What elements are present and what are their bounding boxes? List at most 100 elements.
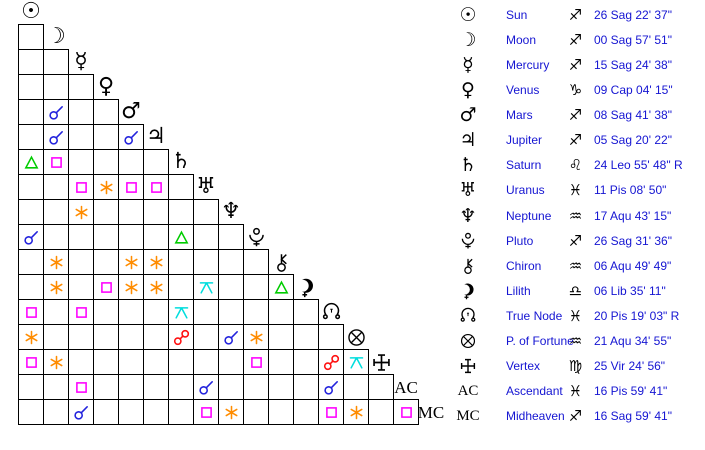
planet-row-venus: ♀ Venus ♑ 09 Cap 04' 15" — [448, 78, 705, 103]
aspect-cell — [168, 274, 194, 300]
aspect-cell — [118, 174, 144, 200]
aspect-cell — [93, 399, 119, 425]
planet-position: 15 Sag 24' 38" — [594, 58, 672, 73]
square-icon — [118, 174, 144, 200]
planet-name: Venus — [506, 83, 540, 98]
conjunction-icon — [318, 374, 344, 400]
aspect-cell — [68, 249, 94, 275]
pluto-icon — [243, 224, 269, 250]
sextile-icon — [118, 274, 144, 300]
venus-icon: ♀ — [97, 74, 115, 99]
planet-name: Uranus — [506, 183, 545, 198]
aspect-cell — [68, 149, 94, 175]
aspect-cell — [43, 174, 69, 200]
sextile-icon — [143, 274, 169, 300]
aspect-cell — [93, 249, 119, 275]
planet-position: 00 Sag 57' 51" — [594, 33, 672, 48]
aspect-cell — [18, 274, 44, 300]
aspect-cell — [43, 324, 69, 350]
saturn-icon: ♄ — [459, 154, 477, 177]
aspect-cell — [43, 299, 69, 325]
aspect-cell — [343, 399, 369, 425]
aspect-cell — [68, 224, 94, 250]
aspect-cell — [68, 74, 94, 100]
planet-position: 09 Cap 04' 15" — [594, 83, 673, 98]
aspect-cell — [43, 74, 69, 100]
jupiter-icon: ♃ — [459, 129, 477, 152]
square-icon — [393, 399, 419, 425]
planet-position: 05 Sag 20' 22" — [594, 133, 672, 148]
square-icon — [68, 174, 94, 200]
conjunction-icon — [118, 124, 144, 150]
aspect-cell — [343, 374, 369, 400]
aspect-cell — [218, 274, 244, 300]
aspect-cell — [18, 24, 44, 50]
aspect-cell — [243, 249, 269, 275]
planet-name: P. of Fortune — [506, 333, 574, 348]
aspect-cell — [318, 399, 344, 425]
aspect-cell — [268, 349, 294, 375]
aspect-cell — [68, 124, 94, 150]
aspect-cell — [18, 374, 44, 400]
aspect-cell — [318, 324, 344, 350]
sextile-icon — [243, 324, 269, 350]
sextile-icon — [68, 199, 94, 225]
planet-name: Mars — [506, 108, 533, 123]
aquarius-icon: ♒ — [568, 331, 583, 350]
planet-position: 16 Sag 59' 41" — [594, 409, 672, 424]
uranus-icon: ♅ — [459, 179, 477, 202]
planet-row-sun: ☉ Sun ♐ 26 Sag 22' 37" — [448, 3, 705, 28]
aspect-cell — [43, 224, 69, 250]
square-icon — [68, 299, 94, 325]
sagittarius-icon: ♐ — [568, 231, 583, 250]
aspect-cell — [118, 199, 144, 225]
aspect-cell — [143, 324, 169, 350]
sagittarius-icon: ♐ — [568, 6, 583, 24]
aspect-cell — [118, 224, 144, 250]
planet-name: Moon — [506, 33, 537, 48]
planet-name: Vertex — [506, 358, 541, 373]
aspect-cell — [93, 149, 119, 175]
uranus-icon: ♅ — [196, 174, 216, 199]
capricorn-icon: ♑ — [568, 81, 583, 100]
opposition-icon — [318, 349, 344, 375]
planet-name: Chiron — [506, 258, 542, 273]
planet-name: Lilith — [506, 283, 531, 298]
planet-name: True Node — [506, 308, 563, 323]
planet-name: Ascendant — [506, 384, 563, 399]
planet-name: Midheaven — [506, 409, 565, 424]
aspect-cell — [143, 399, 169, 425]
square-icon — [18, 349, 44, 375]
pisces-icon: ♓ — [568, 181, 583, 200]
planet-name: Saturn — [506, 158, 542, 173]
mars-icon: ♂ — [121, 99, 141, 124]
planet-row-neptune: ♆ Neptune ♒ 17 Aqu 43' 15" — [448, 204, 705, 229]
aspect-cell — [218, 249, 244, 275]
aspect-cell — [43, 99, 69, 125]
aspect-cell — [93, 349, 119, 375]
aspect-cell — [18, 199, 44, 225]
planet-position: 06 Lib 35' 11" — [594, 283, 666, 298]
aspect-cell — [293, 299, 319, 325]
aspect-cell — [168, 174, 194, 200]
aspect-cell — [193, 299, 219, 325]
aspect-cell — [193, 324, 219, 350]
aspect-cell — [143, 374, 169, 400]
opposition-icon — [168, 324, 194, 350]
sun-icon: ☉ — [459, 4, 477, 26]
libra-icon: ♎ — [568, 281, 583, 300]
aspect-cell — [268, 399, 294, 425]
aspect-cell — [168, 374, 194, 400]
aspect-cell — [93, 124, 119, 150]
aspect-cell — [168, 249, 194, 275]
vertex-icon — [368, 349, 394, 375]
aspect-cell — [93, 224, 119, 250]
planet-row-fortune: P. of Fortune ♒ 21 Aqu 34' 55" — [448, 329, 705, 354]
planet-row-mercury: ☿ Mercury ♐ 15 Sag 24' 38" — [448, 53, 705, 78]
aspect-cell — [293, 399, 319, 425]
sextile-icon — [218, 399, 244, 425]
sextile-icon — [118, 249, 144, 275]
planet-position: 16 Pis 59' 41" — [594, 384, 668, 399]
moon-icon: ☽ — [46, 24, 66, 49]
trine-icon — [168, 224, 194, 250]
